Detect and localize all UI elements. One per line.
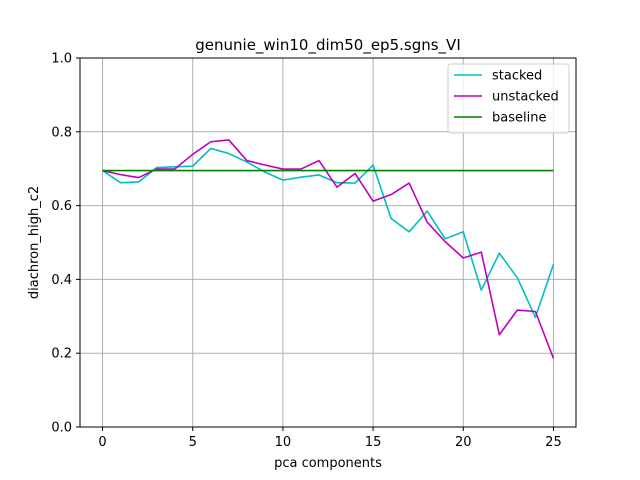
series-line-unstacked	[102, 139, 555, 359]
chart-title: genunie_win10_dim50_ep5.sgns_VI	[195, 36, 461, 55]
plot-frame	[79, 57, 577, 428]
x-axis-label: pca components	[274, 456, 382, 471]
legend-label-unstacked: unstacked	[492, 90, 559, 105]
y-tick-label: 0.2	[51, 347, 72, 362]
legend-box	[447, 63, 570, 134]
y-tick-label: 1.0	[51, 52, 72, 67]
y-tick-label: 0.6	[51, 199, 72, 214]
x-tick-label: 5	[189, 435, 197, 450]
y-tick-label: 0.0	[51, 421, 72, 436]
axis-ticks: 0 5 10 15 20 25 0.0 0.2 0.4 0.6 0.8 1.0	[51, 52, 561, 451]
x-tick-label: 0	[98, 435, 106, 450]
x-tick-label: 10	[275, 435, 292, 450]
x-tick-label: 20	[455, 435, 472, 450]
legend: stacked unstacked baseline	[447, 63, 570, 134]
series-lines	[102, 139, 555, 359]
y-tick-label: 0.8	[51, 125, 72, 140]
x-tick-label: 15	[365, 435, 382, 450]
x-tick-label: 25	[545, 435, 562, 450]
y-axis-label: diachron_high_c2	[27, 186, 42, 299]
y-tick-label: 0.4	[51, 273, 72, 288]
legend-label-baseline: baseline	[492, 111, 546, 126]
legend-label-stacked: stacked	[492, 69, 542, 84]
